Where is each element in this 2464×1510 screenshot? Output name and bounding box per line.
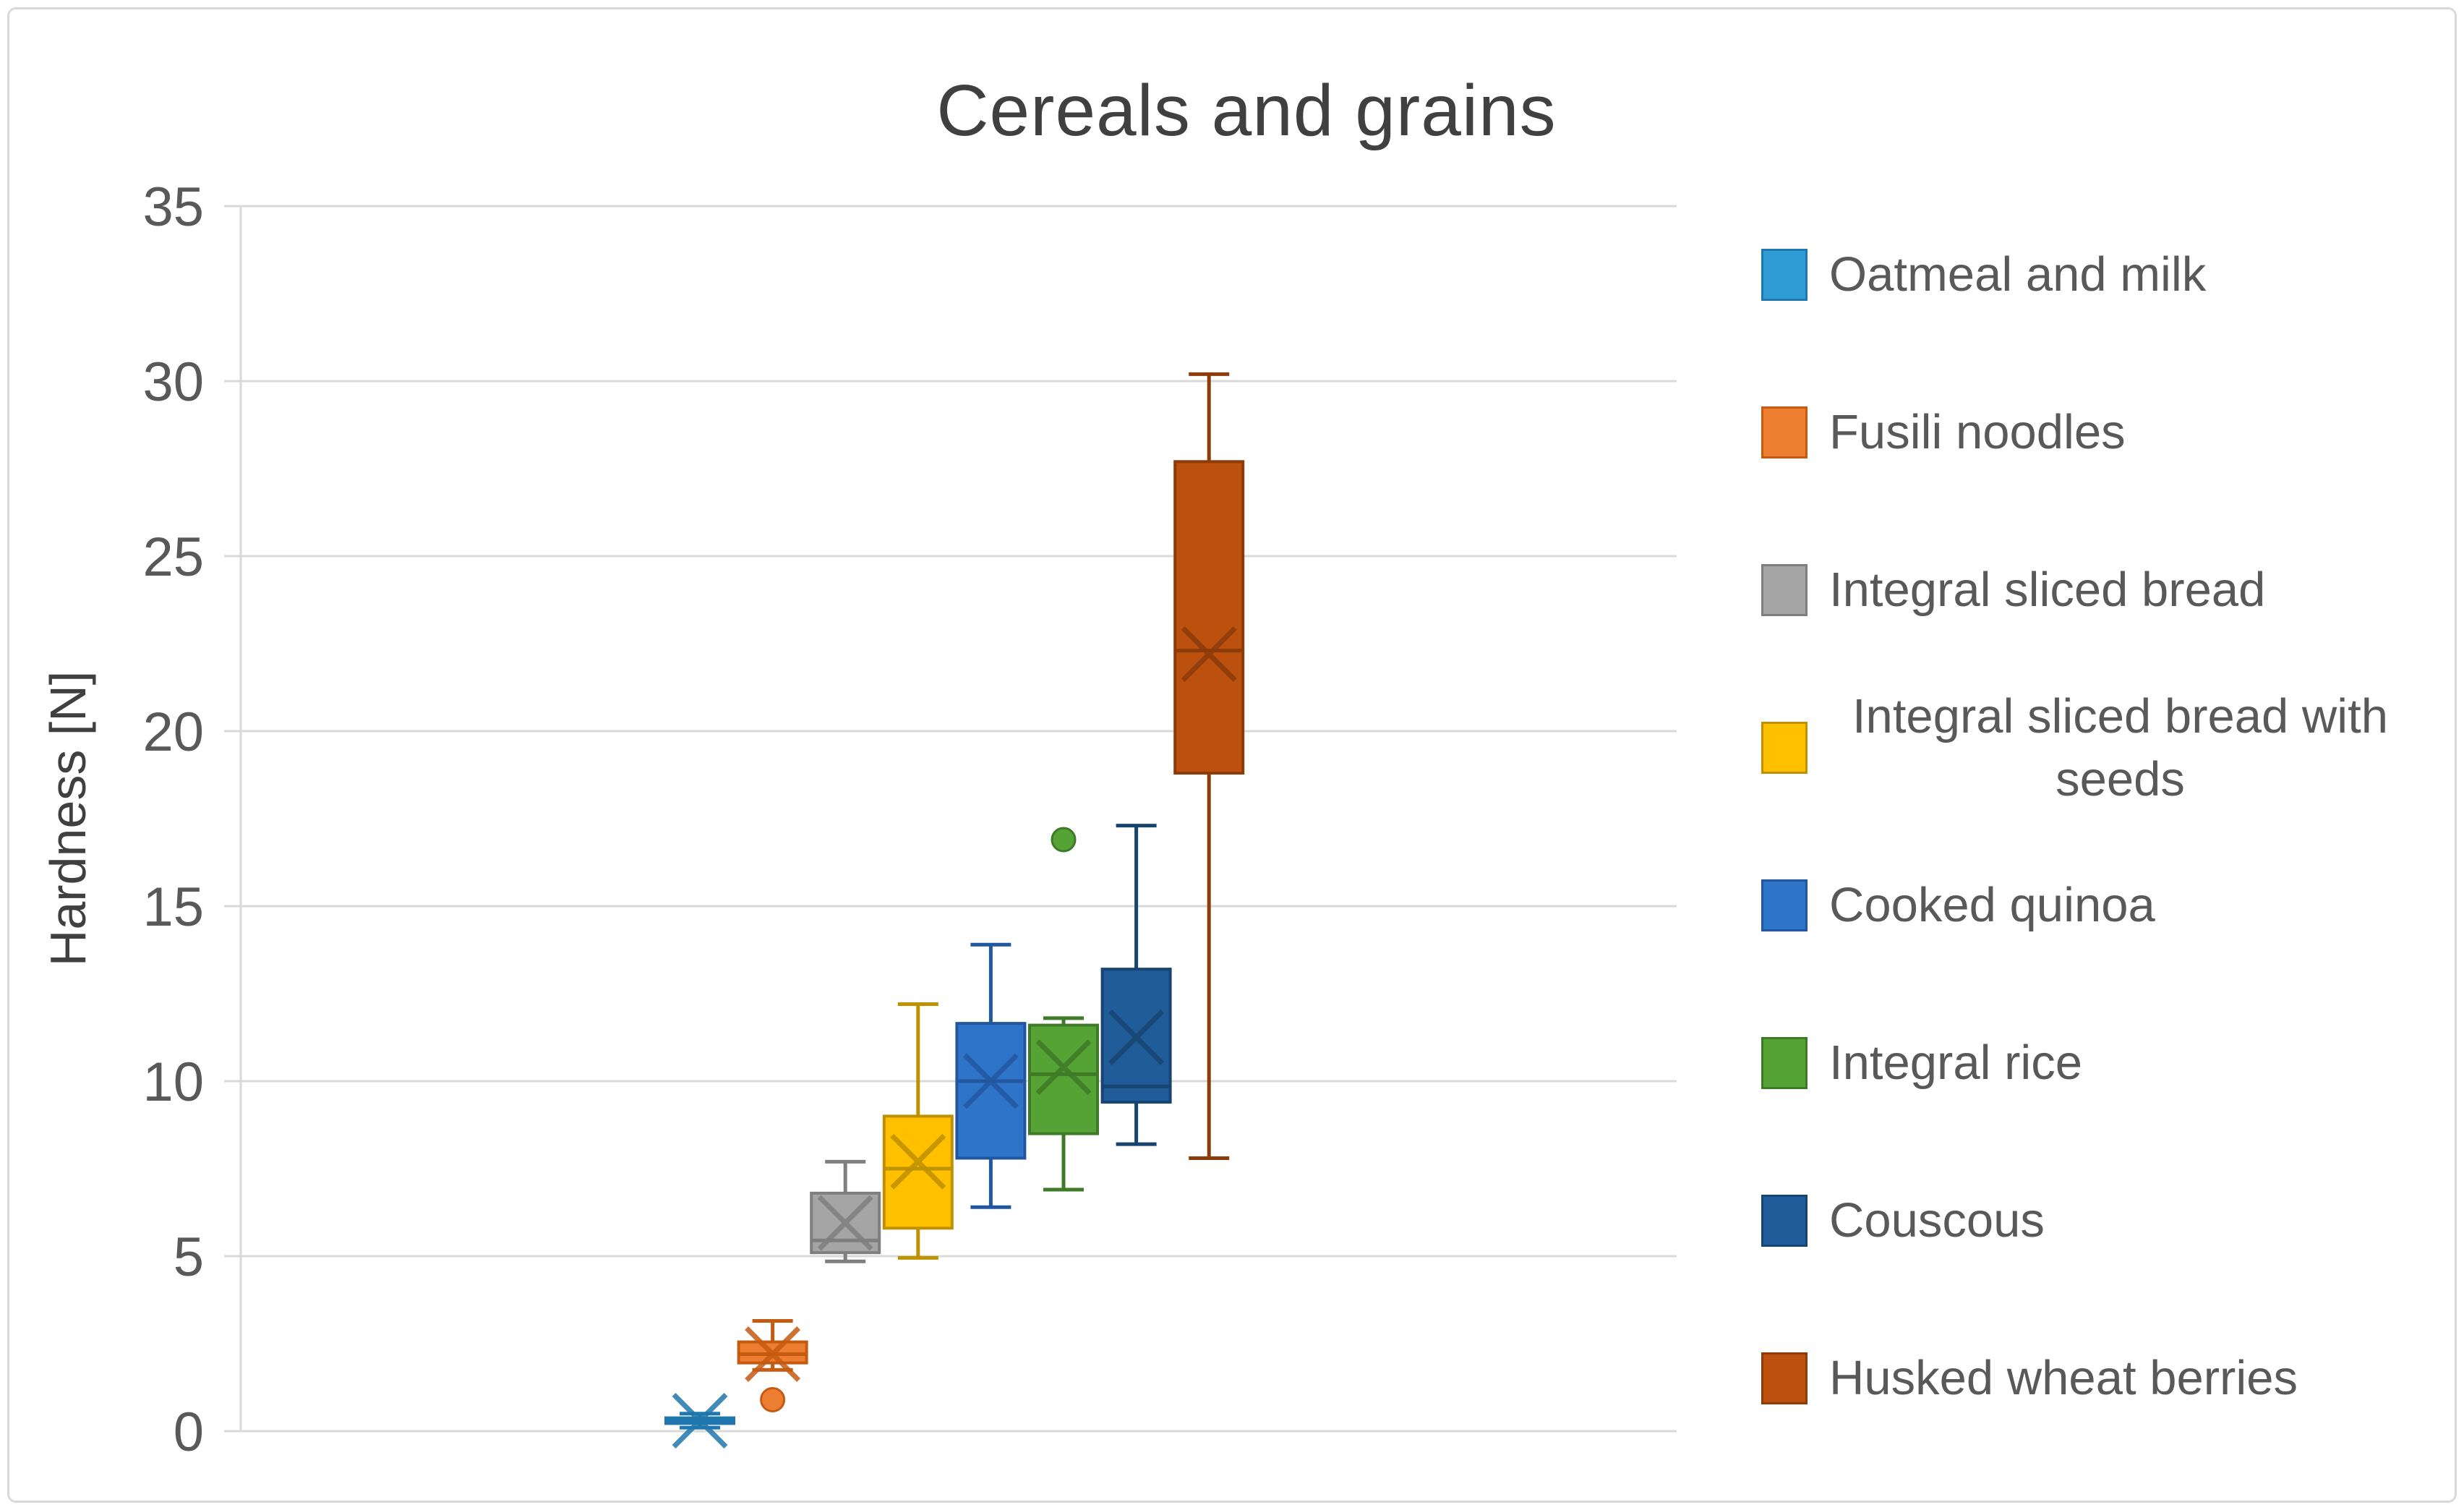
legend-label-integral-sliced-bread-with-seeds: Integral sliced bread with seeds	[1852, 688, 2389, 806]
y-tick-label-20: 20	[142, 701, 204, 763]
legend-swatch-integral-sliced-bread-with-seeds	[1761, 722, 1808, 774]
mean-x-marker	[1108, 1010, 1165, 1065]
mean-x-marker	[1035, 1039, 1092, 1096]
y-tick-label-0: 0	[174, 1402, 204, 1463]
box-plot-fusili-noodles	[737, 1319, 808, 1412]
iqr-box	[882, 1114, 954, 1230]
legend-item-cooked-quinoa: Cooked quinoa	[1742, 833, 2437, 978]
y-tick-label-35: 35	[142, 176, 204, 238]
box-plot-integral-sliced-bread	[810, 1159, 881, 1263]
legend-swatch-cooked-quinoa	[1761, 879, 1808, 931]
mean-x-marker	[745, 1326, 801, 1382]
legend-label-husked-wheat-berries: Husked wheat berries	[1829, 1351, 2298, 1406]
legend-swatch-husked-wheat-berries	[1761, 1352, 1808, 1404]
legend-label-integral-sliced-bread: Integral sliced bread	[1829, 563, 2266, 618]
y-tick-label-15: 15	[142, 876, 204, 938]
chart-border-frame	[7, 7, 2457, 1503]
legend-label-cooked-quinoa: Cooked quinoa	[1829, 878, 2155, 933]
legend-label-couscous: Couscous	[1829, 1193, 2045, 1248]
y-tick-label-25: 25	[142, 526, 204, 588]
legend-swatch-integral-rice	[1761, 1037, 1808, 1089]
y-axis-title: Hardness [N]	[40, 671, 96, 966]
outlier-point	[1051, 827, 1077, 853]
mean-x-marker	[817, 1195, 873, 1251]
outlier-point	[760, 1386, 786, 1412]
legend-item-integral-rice: Integral rice	[1742, 991, 2437, 1135]
legend-swatch-integral-sliced-bread	[1761, 564, 1808, 616]
y-tick-label-5: 5	[174, 1227, 204, 1288]
box-plot-husked-wheat-berries	[1173, 372, 1245, 1160]
y-tick-label-30: 30	[142, 351, 204, 413]
legend-swatch-oatmeal-and-milk	[1761, 249, 1808, 301]
box-plot-integral-rice	[1028, 827, 1099, 1192]
box-plot-integral-sliced-bread-with-seeds	[882, 1002, 954, 1260]
legend-item-integral-sliced-bread-with-seeds: Integral sliced bread with seeds	[1742, 675, 2437, 820]
legend-label-fusili-noodles: Fusili noodles	[1829, 405, 2126, 460]
legend-item-integral-sliced-bread: Integral sliced bread	[1742, 518, 2437, 662]
box-plot-cooked-quinoa	[955, 942, 1027, 1209]
legend: Oatmeal and milk Fusili noodles Integral s…	[1742, 188, 2437, 1483]
mean-x-marker	[672, 1393, 728, 1449]
legend-item-fusili-noodles: Fusili noodles	[1742, 360, 2437, 505]
chart-title: Cereals and grains	[936, 70, 1557, 151]
legend-item-couscous: Couscous	[1742, 1148, 2437, 1293]
box-plot-couscous	[1100, 824, 1172, 1146]
box-plot-oatmeal-and-milk	[664, 1393, 735, 1449]
mean-x-marker	[890, 1133, 946, 1190]
iqr-box	[1173, 460, 1245, 775]
legend-label-oatmeal-and-milk: Oatmeal and milk	[1829, 247, 2207, 302]
legend-swatch-fusili-noodles	[1761, 406, 1808, 458]
legend-item-husked-wheat-berries: Husked wheat berries	[1742, 1306, 2437, 1451]
legend-item-oatmeal-and-milk: Oatmeal and milk	[1742, 202, 2437, 347]
mean-x-marker	[1181, 626, 1237, 682]
iqr-box	[955, 1022, 1027, 1160]
y-tick-label-10: 10	[142, 1052, 204, 1113]
legend-label-integral-rice: Integral rice	[1829, 1036, 2083, 1091]
legend-swatch-couscous	[1761, 1195, 1808, 1247]
mean-x-marker	[962, 1053, 1019, 1109]
